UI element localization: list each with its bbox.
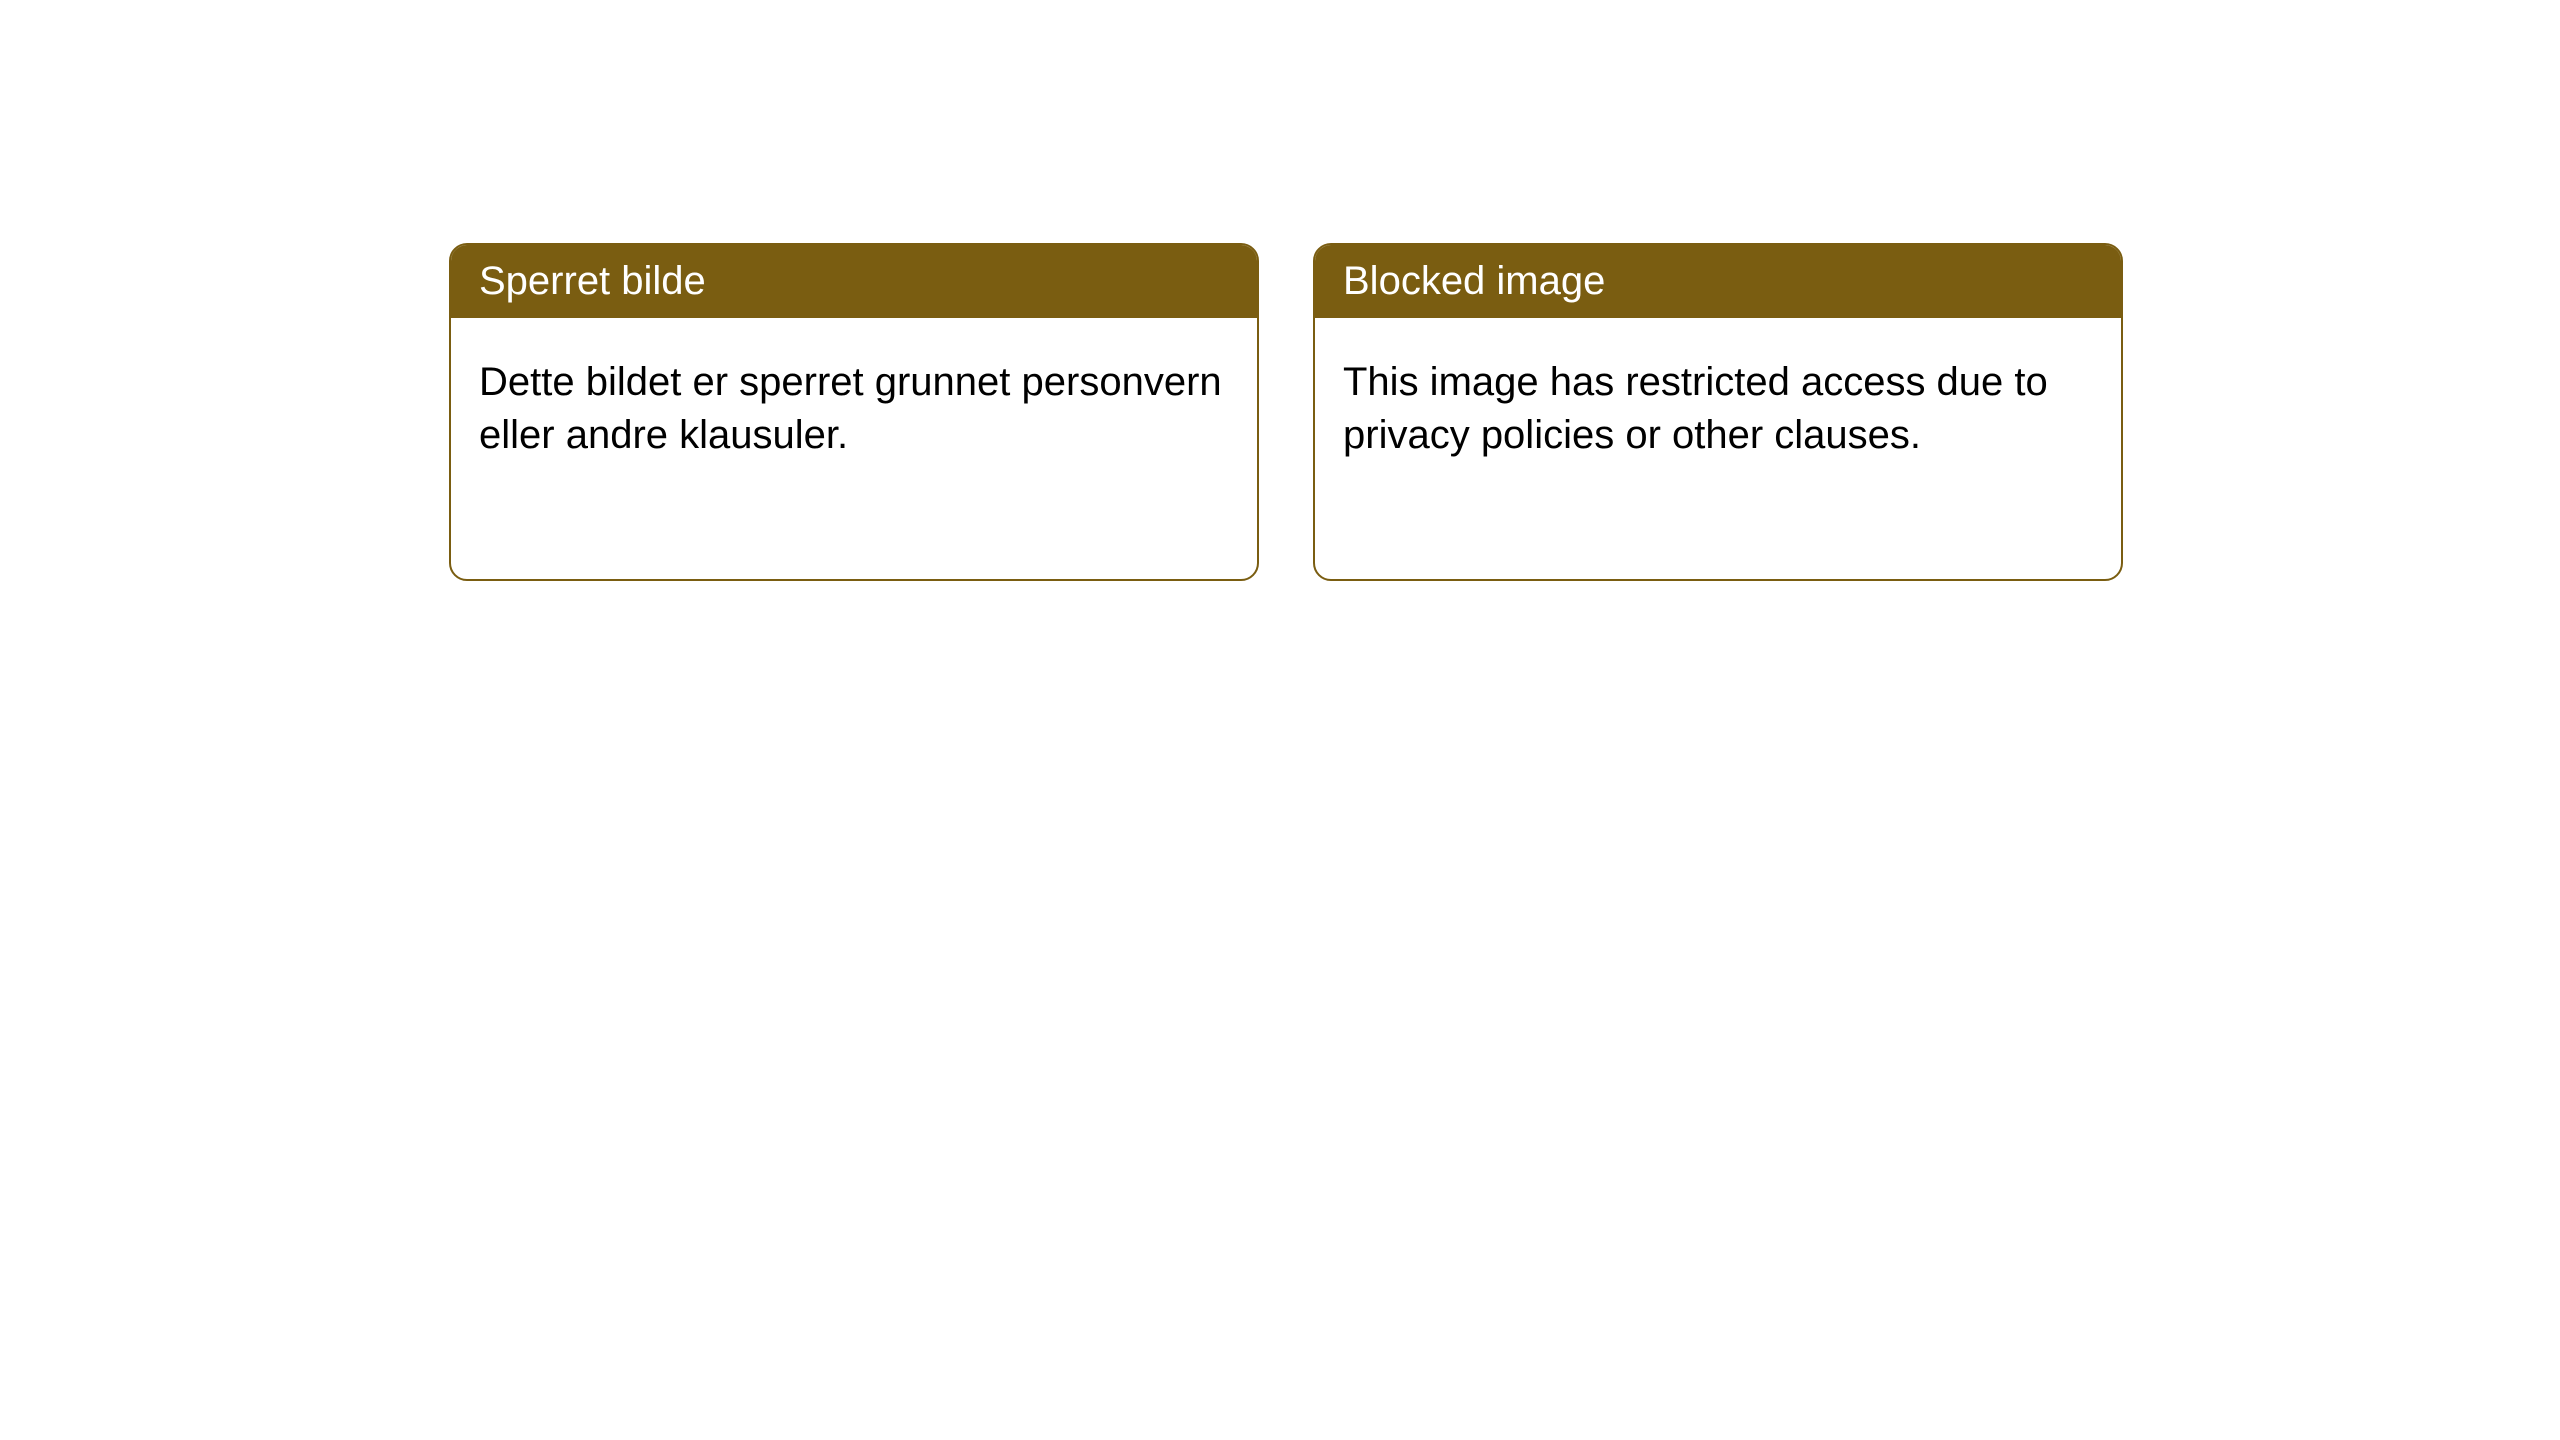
blocked-image-card-no: Sperret bilde Dette bildet er sperret gr… <box>449 243 1259 581</box>
card-container: Sperret bilde Dette bildet er sperret gr… <box>449 243 2123 581</box>
card-title-en: Blocked image <box>1315 245 2121 318</box>
card-body-no: Dette bildet er sperret grunnet personve… <box>451 318 1257 500</box>
card-title-no: Sperret bilde <box>451 245 1257 318</box>
blocked-image-card-en: Blocked image This image has restricted … <box>1313 243 2123 581</box>
card-body-en: This image has restricted access due to … <box>1315 318 2121 500</box>
